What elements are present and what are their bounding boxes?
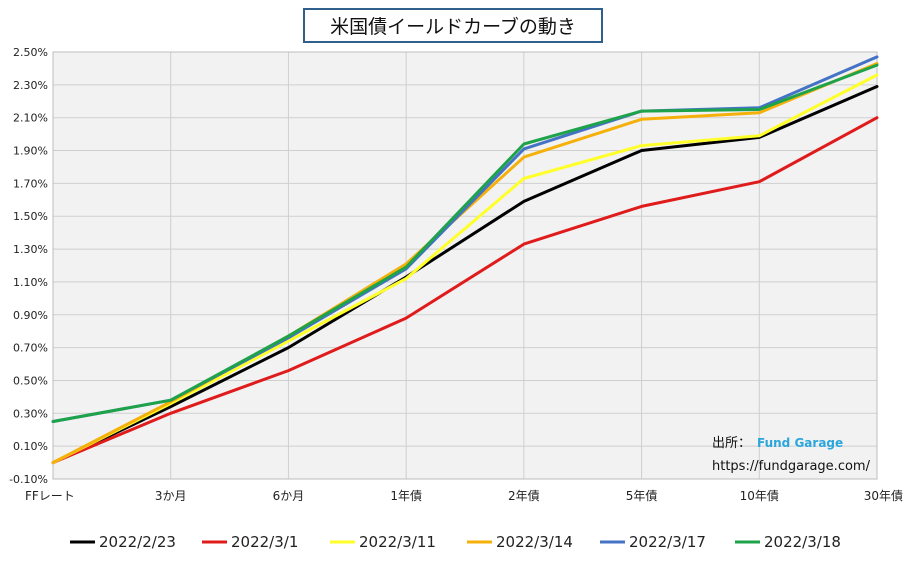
y-axis-ticks: -0.10% 0.10% 0.30% 0.50% 0.70% 0.90% 1.10% 1.30… — [9, 46, 48, 486]
y-tick-label: 0.30% — [13, 407, 48, 420]
plot-area — [53, 52, 877, 479]
x-tick-label: 10年債 — [740, 488, 779, 503]
plot-border — [52, 51, 878, 480]
x-tick-label: 30年債 — [864, 488, 903, 503]
legend-label-4: 2022/3/17 — [629, 533, 706, 551]
grid-layer — [52, 51, 878, 480]
y-tick-label: 0.70% — [13, 342, 48, 355]
series-layer — [51, 55, 879, 465]
y-tick-label: 1.90% — [13, 145, 48, 158]
source-label: 出所： — [712, 436, 751, 451]
source-url: https://fundgarage.com/ — [712, 459, 871, 474]
y-tick-label: 1.10% — [13, 276, 48, 289]
x-tick-label: 2年債 — [508, 488, 540, 503]
series-line-0 — [51, 85, 879, 465]
y-tick-label: 1.30% — [13, 243, 48, 256]
legend-label-3: 2022/3/14 — [496, 533, 573, 551]
chart-title-text: 米国債イールドカーブの動き — [330, 15, 576, 38]
y-tick-label: 2.30% — [13, 79, 48, 92]
x-tick-label: 1年債 — [390, 488, 422, 503]
y-tick-label: 2.10% — [13, 112, 48, 125]
legend-label-2: 2022/3/11 — [359, 533, 436, 551]
legend-label-5: 2022/3/18 — [764, 533, 841, 551]
chart-title-box — [303, 8, 603, 43]
x-axis-ticks: FFレート 3か月 6か月 1年債 2年債 5年債 10年債 30年債 — [25, 488, 903, 503]
y-tick-label: 1.70% — [13, 177, 48, 190]
x-tick-label: FFレート — [25, 489, 75, 503]
y-tick-label: 1.50% — [13, 210, 48, 223]
series-line-1 — [51, 116, 879, 465]
y-tick-label: -0.10% — [9, 473, 48, 486]
chart-title: 米国債イールドカーブの動き — [303, 8, 603, 43]
legend-label-0: 2022/2/23 — [99, 533, 176, 551]
y-tick-label: 2.50% — [13, 46, 48, 59]
x-tick-label: 6か月 — [273, 489, 305, 503]
y-tick-label: 0.50% — [13, 374, 48, 387]
series-line-5 — [51, 63, 879, 423]
y-tick-label: 0.10% — [13, 440, 48, 453]
series-line-2 — [51, 73, 879, 465]
x-tick-label: 3か月 — [155, 489, 187, 503]
source-brand: Fund Garage — [757, 436, 843, 450]
legend-label-1: 2022/3/1 — [231, 533, 298, 551]
y-tick-label: 0.90% — [13, 309, 48, 322]
x-tick-label: 5年債 — [626, 488, 658, 503]
source-note: 出所： Fund Garage https://fundgarage.com/ — [712, 436, 871, 474]
legend: 2022/2/23 2022/3/1 2022/3/11 2022/3/14 2022/… — [70, 533, 841, 551]
